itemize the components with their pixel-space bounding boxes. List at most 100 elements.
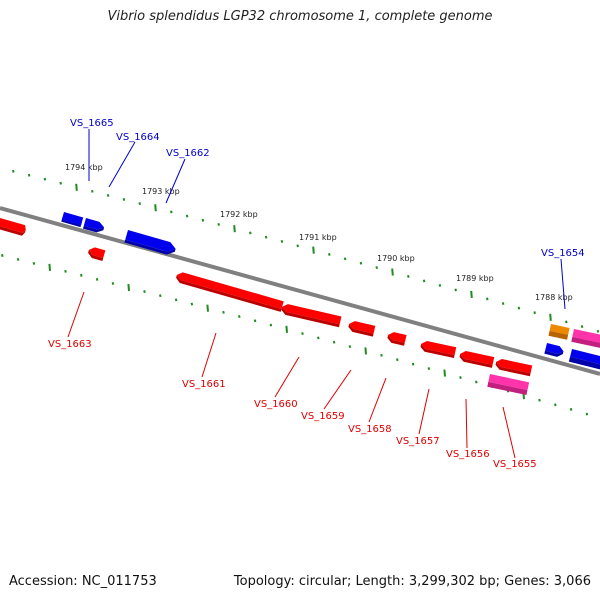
- gene-label-vs1661[interactable]: VS_1661: [182, 379, 226, 390]
- major-tick: [443, 369, 446, 377]
- gene-label-vs1657[interactable]: VS_1657: [396, 436, 440, 447]
- major-tick: [312, 246, 315, 254]
- minor-tick: [348, 345, 352, 349]
- minor-tick: [27, 173, 31, 177]
- accession-text: Accession: NC_011753: [9, 574, 157, 589]
- gene-feature[interactable]: [544, 343, 564, 358]
- minor-tick: [238, 315, 241, 319]
- reverse-gene-labels: VS_1663 VS_1661 VS_1660 VS_1659 VS_1658 …: [48, 339, 537, 470]
- minor-tick: [517, 306, 521, 310]
- gene-feature[interactable]: [61, 212, 84, 228]
- map-title: Vibrio splendidus LGP32 chromosome 1, co…: [107, 9, 493, 24]
- scale-label-1794: 1794 kbp: [65, 163, 103, 172]
- minor-tick: [569, 407, 573, 411]
- minor-tick: [249, 231, 252, 235]
- major-tick: [206, 304, 209, 312]
- minor-tick: [438, 283, 442, 287]
- gene-label-vs1654[interactable]: VS_1654: [541, 248, 585, 259]
- gene-feature[interactable]: [387, 331, 407, 346]
- minor-tick: [486, 297, 489, 301]
- minor-tick: [91, 189, 94, 193]
- minor-tick: [59, 181, 62, 185]
- major-tick: [364, 347, 367, 355]
- minor-tick: [122, 198, 126, 201]
- gene-feature[interactable]: [175, 271, 284, 312]
- gene-feature[interactable]: [487, 374, 530, 396]
- minor-tick: [296, 244, 299, 248]
- minor-tick: [422, 279, 426, 283]
- minor-tick: [501, 302, 505, 305]
- minor-tick: [343, 257, 347, 261]
- forward-leaders: [88, 129, 566, 310]
- minor-tick: [375, 266, 378, 270]
- gene-feature[interactable]: [571, 329, 600, 348]
- minor-tick: [64, 269, 67, 273]
- gene-feature[interactable]: [548, 324, 570, 340]
- gene-feature[interactable]: [281, 303, 342, 328]
- minor-tick: [217, 223, 220, 226]
- minor-tick: [269, 323, 273, 327]
- gene-feature[interactable]: [495, 358, 533, 377]
- scale-label-1788: 1788 kbp: [535, 293, 573, 302]
- gene-label-vs1660[interactable]: VS_1660: [254, 399, 298, 410]
- minor-tick: [459, 376, 462, 379]
- minor-tick: [301, 332, 304, 336]
- gene-label-vs1665[interactable]: VS_1665: [70, 118, 114, 129]
- minor-tick: [95, 277, 99, 281]
- major-tick: [127, 283, 130, 292]
- minor-tick: [174, 298, 178, 302]
- reverse-leaders: [67, 291, 516, 459]
- minor-tick: [565, 320, 568, 324]
- gene-label-vs1658[interactable]: VS_1658: [348, 424, 392, 435]
- genome-summary-text: Topology: circular; Length: 3,299,302 bp…: [233, 574, 591, 589]
- gene-feature[interactable]: [459, 350, 495, 368]
- minor-tick: [201, 218, 205, 222]
- scale-label-1792: 1792 kbp: [220, 210, 258, 219]
- major-tick: [233, 225, 236, 233]
- minor-tick: [16, 257, 20, 261]
- gene-label-vs1664[interactable]: VS_1664: [116, 132, 160, 143]
- gene-label-vs1656[interactable]: VS_1656: [446, 449, 490, 460]
- scale-label-1790: 1790 kbp: [377, 254, 415, 263]
- minor-tick: [332, 340, 336, 344]
- minor-tick: [396, 358, 399, 362]
- minor-tick: [106, 193, 110, 197]
- gene-label-vs1655[interactable]: VS_1655: [493, 459, 537, 470]
- gene-feature[interactable]: [82, 218, 105, 234]
- major-tick: [391, 268, 394, 276]
- minor-tick: [317, 336, 320, 340]
- scale-label-1791: 1791 kbp: [299, 233, 337, 242]
- minor-tick: [359, 261, 363, 265]
- minor-tick: [538, 398, 541, 402]
- minor-tick: [580, 325, 584, 329]
- minor-tick: [328, 253, 331, 256]
- gene-feature[interactable]: [124, 230, 177, 257]
- scale-labels: 1794 kbp 1793 kbp 1792 kbp 1791 kbp 1790…: [65, 163, 573, 302]
- minor-tick: [427, 367, 431, 371]
- scale-label-1793: 1793 kbp: [142, 187, 180, 196]
- gene-feature[interactable]: [568, 349, 600, 370]
- gene-label-vs1663[interactable]: VS_1663: [48, 339, 92, 350]
- minor-tick: [190, 302, 194, 306]
- major-tick: [154, 204, 157, 212]
- minor-tick: [170, 210, 173, 214]
- gene-feature[interactable]: [348, 320, 376, 337]
- scale-ticks-outer: [12, 169, 600, 333]
- gene-label-vs1662[interactable]: VS_1662: [166, 148, 210, 159]
- minor-tick: [475, 380, 478, 384]
- minor-tick: [185, 214, 189, 218]
- gene-feature[interactable]: [420, 340, 457, 359]
- gene-feature[interactable]: [87, 246, 106, 261]
- major-tick: [48, 263, 51, 271]
- minor-tick: [43, 177, 47, 181]
- minor-tick: [111, 282, 115, 285]
- minor-tick: [253, 319, 257, 323]
- major-tick: [549, 313, 552, 321]
- major-tick: [285, 325, 288, 333]
- minor-tick: [159, 294, 162, 298]
- gene-feature[interactable]: [0, 218, 27, 236]
- gene-label-vs1659[interactable]: VS_1659: [301, 411, 345, 422]
- minor-tick: [264, 235, 268, 239]
- minor-tick: [596, 329, 600, 333]
